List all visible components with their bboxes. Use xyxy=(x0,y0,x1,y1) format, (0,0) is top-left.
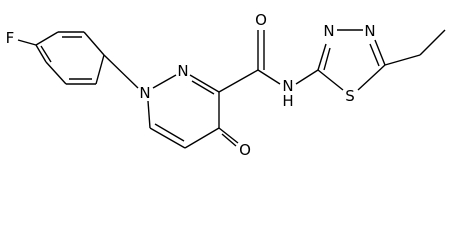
atom-label: O xyxy=(255,11,267,29)
bonds xyxy=(17,29,446,149)
bond xyxy=(323,47,331,71)
bond xyxy=(35,44,47,63)
bond xyxy=(295,69,319,85)
bond xyxy=(154,123,185,142)
atom-label: O xyxy=(239,141,251,158)
atom-label: N xyxy=(139,84,150,102)
bond xyxy=(317,69,344,91)
bond xyxy=(218,127,239,144)
bond xyxy=(103,54,139,89)
bond xyxy=(184,127,220,149)
bond xyxy=(83,31,105,56)
atom-label: H xyxy=(282,92,293,110)
bond xyxy=(40,45,52,63)
atom-label: S xyxy=(345,87,355,105)
bond xyxy=(317,43,327,71)
bond xyxy=(149,127,186,149)
bond xyxy=(147,100,151,129)
atom-label: F xyxy=(6,29,15,47)
bond xyxy=(152,74,177,89)
atom-label: N xyxy=(177,62,188,80)
bond xyxy=(35,31,59,46)
bond xyxy=(374,39,386,66)
bond xyxy=(221,133,237,147)
bond xyxy=(191,80,215,95)
bond xyxy=(189,74,220,93)
atom-label: N xyxy=(323,22,334,40)
bond xyxy=(369,43,380,67)
bond xyxy=(45,61,67,85)
bond xyxy=(357,64,386,91)
bond xyxy=(257,69,281,85)
bond xyxy=(384,54,421,66)
molecule: F N N O N H S N N O xyxy=(6,11,446,158)
bond xyxy=(95,54,105,85)
atom-label: N xyxy=(282,77,293,95)
atom-label: N xyxy=(364,22,375,40)
bond xyxy=(218,69,259,93)
bond xyxy=(17,39,37,46)
bond xyxy=(419,29,446,56)
